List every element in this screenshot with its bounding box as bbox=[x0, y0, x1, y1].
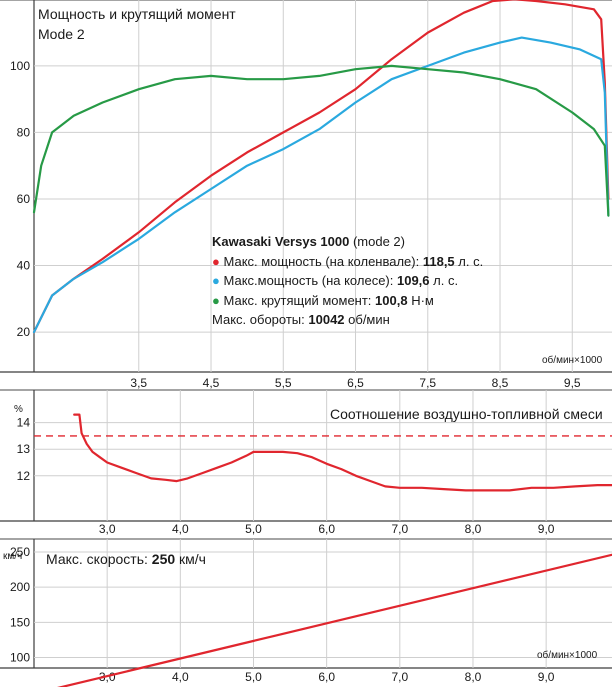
chart3-title-unit: км/ч bbox=[175, 551, 206, 567]
chart2-ytick-label: 14 bbox=[17, 416, 31, 430]
crank-power-legend-dot: ● bbox=[212, 253, 220, 269]
info-torque-label: Макс. крутящий момент: bbox=[223, 292, 376, 308]
chart3-line-1 bbox=[56, 553, 612, 687]
torque-legend-dot: ● bbox=[212, 292, 220, 308]
info-crank-power-unit: л. с. bbox=[454, 253, 484, 269]
chart3-xlabel: об/мин×1000 bbox=[537, 650, 598, 661]
chart3-xtick-label: 7,0 bbox=[391, 670, 408, 684]
chart1-xlabel: об/мин×1000 bbox=[542, 355, 603, 366]
info-wheel-power-label: Макс.мощность (на колесе): bbox=[223, 273, 397, 288]
info-crank-power-value: 118,5 bbox=[422, 253, 455, 269]
chart1-subtitle: Mode 2 bbox=[38, 26, 85, 42]
chart3-xtick-label: 6,0 bbox=[318, 670, 335, 684]
info-torque-unit: Н·м bbox=[407, 292, 434, 308]
chart1-ytick-label: 20 bbox=[17, 325, 31, 339]
chart3-xtick-label: 5,0 bbox=[245, 670, 262, 684]
info-wheel-power-unit: л. с. bbox=[429, 273, 459, 288]
chart1-line-2 bbox=[32, 36, 610, 334]
chart1-info-box: Kawasaki Versys 1000 (mode 2) ● Макс. мо… bbox=[212, 232, 483, 330]
chart1-xtick-label: 9,5 bbox=[564, 376, 581, 390]
chart1-line-3 bbox=[32, 64, 610, 217]
chart2-line-1 bbox=[73, 413, 612, 492]
chart2-xtick-label: 4,0 bbox=[172, 522, 189, 536]
chart3-xtick-label: 8,0 bbox=[465, 670, 482, 684]
info-mode: (mode 2) bbox=[352, 234, 405, 249]
chart1-xtick-label: 8,5 bbox=[492, 376, 509, 390]
info-max-rpm-value: 10042 bbox=[308, 312, 345, 327]
chart3-title-value: 250 bbox=[151, 551, 176, 567]
info-crank-power-label: Макс. мощность (на коленвале): bbox=[223, 253, 423, 269]
info-max-rpm-label: Макс. обороты: bbox=[212, 312, 309, 327]
chart2-xtick-label: 9,0 bbox=[538, 522, 555, 536]
chart1-xtick-label: 7,5 bbox=[419, 376, 436, 390]
chart1-title: Мощность и крутящий момент bbox=[38, 6, 236, 22]
chart2-xtick-label: 8,0 bbox=[465, 522, 482, 536]
chart3-title-prefix: Макс. скорость: bbox=[46, 551, 152, 567]
chart1-ytick-label: 60 bbox=[17, 192, 31, 206]
chart1-ytick-label: 80 bbox=[17, 125, 31, 139]
chart3-ytick-label: 250 bbox=[10, 545, 30, 559]
chart3-ytick-label: 150 bbox=[10, 615, 30, 629]
chart2-xtick-label: 5,0 bbox=[245, 522, 262, 536]
chart1-ytick-label: 40 bbox=[17, 259, 31, 273]
chart2-ylabel: % bbox=[14, 404, 23, 415]
chart3-xtick-label: 9,0 bbox=[538, 670, 555, 684]
info-max-rpm-unit: об/мин bbox=[344, 312, 390, 327]
chart1-xtick-label: 5,5 bbox=[275, 376, 292, 390]
wheel-power-legend-dot: ● bbox=[212, 273, 220, 288]
chart3-xtick-label: 4,0 bbox=[172, 670, 189, 684]
chart2-xtick-label: 3,0 bbox=[99, 522, 116, 536]
info-torque-value: 100,8 bbox=[375, 292, 408, 308]
chart2-xtick-label: 6,0 bbox=[318, 522, 335, 536]
chart1-ytick-label: 100 bbox=[10, 59, 30, 73]
chart1-xtick-label: 4,5 bbox=[203, 376, 220, 390]
chart1-line-1 bbox=[32, 0, 610, 334]
chart2-ytick-label: 12 bbox=[17, 469, 31, 483]
info-wheel-power-value: 109,6 bbox=[396, 273, 430, 288]
info-model: Kawasaki Versys 1000 bbox=[212, 234, 350, 249]
chart2-ytick-label: 13 bbox=[17, 442, 31, 456]
chart1-xtick-label: 6,5 bbox=[347, 376, 364, 390]
chart3-ytick-label: 100 bbox=[10, 650, 30, 664]
chart2-xtick-label: 7,0 bbox=[391, 522, 408, 536]
chart2-title: Соотношение воздушно-топливной смеси bbox=[330, 406, 603, 422]
chart3-title: Макс. скорость: 250 км/ч bbox=[46, 551, 206, 567]
chart3-ylabel: км/ч bbox=[3, 551, 23, 562]
chart3-ytick-label: 200 bbox=[10, 580, 30, 594]
chart1-xtick-label: 3,5 bbox=[130, 376, 147, 390]
